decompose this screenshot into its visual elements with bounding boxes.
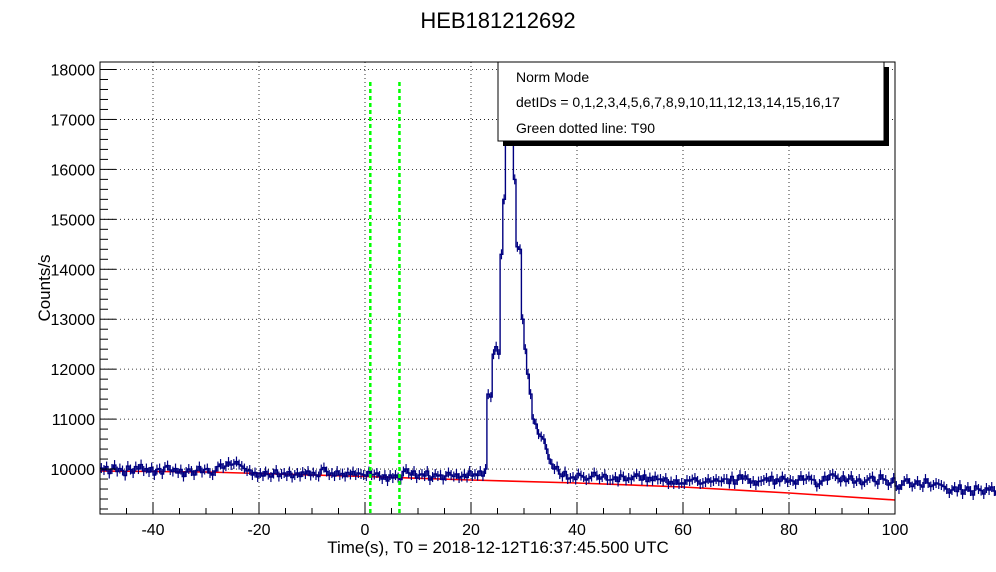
legend-line-3: Green dotted line: T90: [516, 120, 655, 136]
fit-curve: [99, 470, 896, 501]
x-tick-label: 20: [462, 522, 480, 539]
y-axis-label: Counts/s: [35, 254, 54, 321]
legend-box: [497, 61, 885, 142]
fit-curve-layer: [99, 470, 896, 501]
x-tick-label: 0: [361, 522, 370, 539]
chart-title: HEB181212692: [420, 8, 575, 33]
x-tick-label: -20: [247, 522, 270, 539]
legend: Norm Mode detIDs = 0,1,2,3,4,5,6,7,8,9,1…: [497, 61, 889, 146]
t90-lines-layer: [369, 81, 401, 514]
x-tick-label: 80: [780, 522, 798, 539]
legend-line-2: detIDs = 0,1,2,3,4,5,6,7,8,9,10,11,12,13…: [516, 94, 840, 110]
legend-line-1: Norm Mode: [516, 69, 589, 85]
histogram-layer: [100, 74, 996, 501]
y-tick-label: 15000: [51, 212, 96, 229]
y-tick-label: 17000: [51, 112, 96, 129]
y-tick-label: 10000: [51, 462, 96, 479]
x-tick-label: 100: [882, 522, 909, 539]
axes: -40 -20 0 20 40 60 80 100 10000 11000 12000 13000 14…: [51, 62, 909, 539]
y-tick-label: 18000: [51, 62, 96, 79]
y-tick-label: 11000: [52, 412, 95, 429]
y-tick-label: 12000: [51, 362, 96, 379]
y-tick-label: 13000: [51, 312, 96, 329]
histogram-line: [100, 78, 996, 496]
x-tick-label: 60: [674, 522, 692, 539]
y-tick-label: 16000: [51, 162, 96, 179]
x-tick-label: 40: [568, 522, 586, 539]
x-axis-label: Time(s), T0 = 2018-12-12T16:37:45.500 UT…: [327, 538, 669, 557]
x-tick-label: -40: [141, 522, 164, 539]
y-tick-label: 14000: [51, 262, 96, 279]
